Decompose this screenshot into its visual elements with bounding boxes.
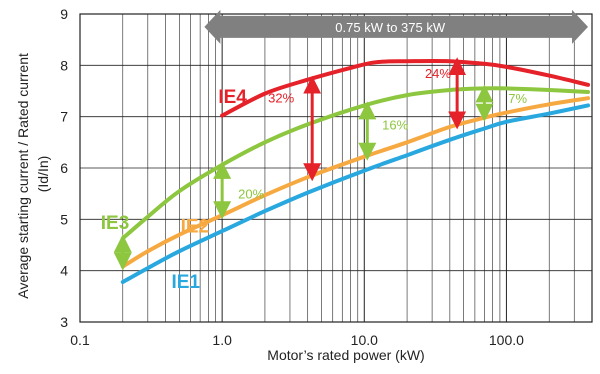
- y-tick-label: 3: [60, 314, 68, 330]
- series-label-ie3: IE3: [101, 213, 130, 234]
- x-tick-label: 100.0: [489, 332, 524, 348]
- y-axis-ticks: 3 4 5 6 7 8 9: [60, 6, 68, 330]
- series-label-ie4: IE4: [218, 87, 247, 108]
- difference-label: 24%: [425, 66, 451, 81]
- range-banner-label: 0.75 kW to 375 kW: [335, 20, 446, 35]
- difference-label: 20%: [238, 187, 264, 202]
- plot-frame: [79, 13, 593, 323]
- series-line-ie4: [220, 58, 590, 118]
- y-tick-label: 4: [60, 263, 68, 279]
- y-tick-label: 6: [60, 160, 68, 176]
- y-tick-label: 5: [60, 211, 68, 227]
- range-banner: 0.75 kW to 375 kW: [204, 9, 589, 44]
- y-tick-label: 9: [60, 6, 68, 22]
- difference-label: 16%: [382, 117, 408, 132]
- y-axis-label-line-2: (Id/In): [35, 156, 51, 193]
- savings-annotations: 32% 24% 20% 16% 7%: [113, 57, 528, 271]
- difference-label: 32%: [268, 91, 294, 106]
- series-label-ie1: IE1: [171, 272, 200, 293]
- x-tick-label: 0.1: [70, 332, 90, 348]
- series-labels: IE4 IE3 IE2 IE1: [101, 87, 248, 293]
- x-tick-label: 10.0: [351, 332, 378, 348]
- x-tick-label: 1.0: [212, 332, 232, 348]
- range-banner-arrow: [204, 9, 589, 44]
- y-tick-label: 8: [60, 57, 68, 73]
- x-axis-ticks: 0.1 1.0 10.0 100.0: [70, 332, 524, 348]
- difference-label: 7%: [508, 91, 527, 106]
- y-tick-label: 7: [60, 109, 68, 125]
- series-line-ie1: [120, 103, 590, 284]
- y-axis-label: Average starting current / Rated current…: [15, 49, 51, 299]
- y-axis-label-line-1: Average starting current / Rated current: [15, 53, 31, 299]
- series-label-ie2: IE2: [181, 216, 210, 237]
- x-axis-label: Motor’s rated power (kW): [267, 347, 424, 363]
